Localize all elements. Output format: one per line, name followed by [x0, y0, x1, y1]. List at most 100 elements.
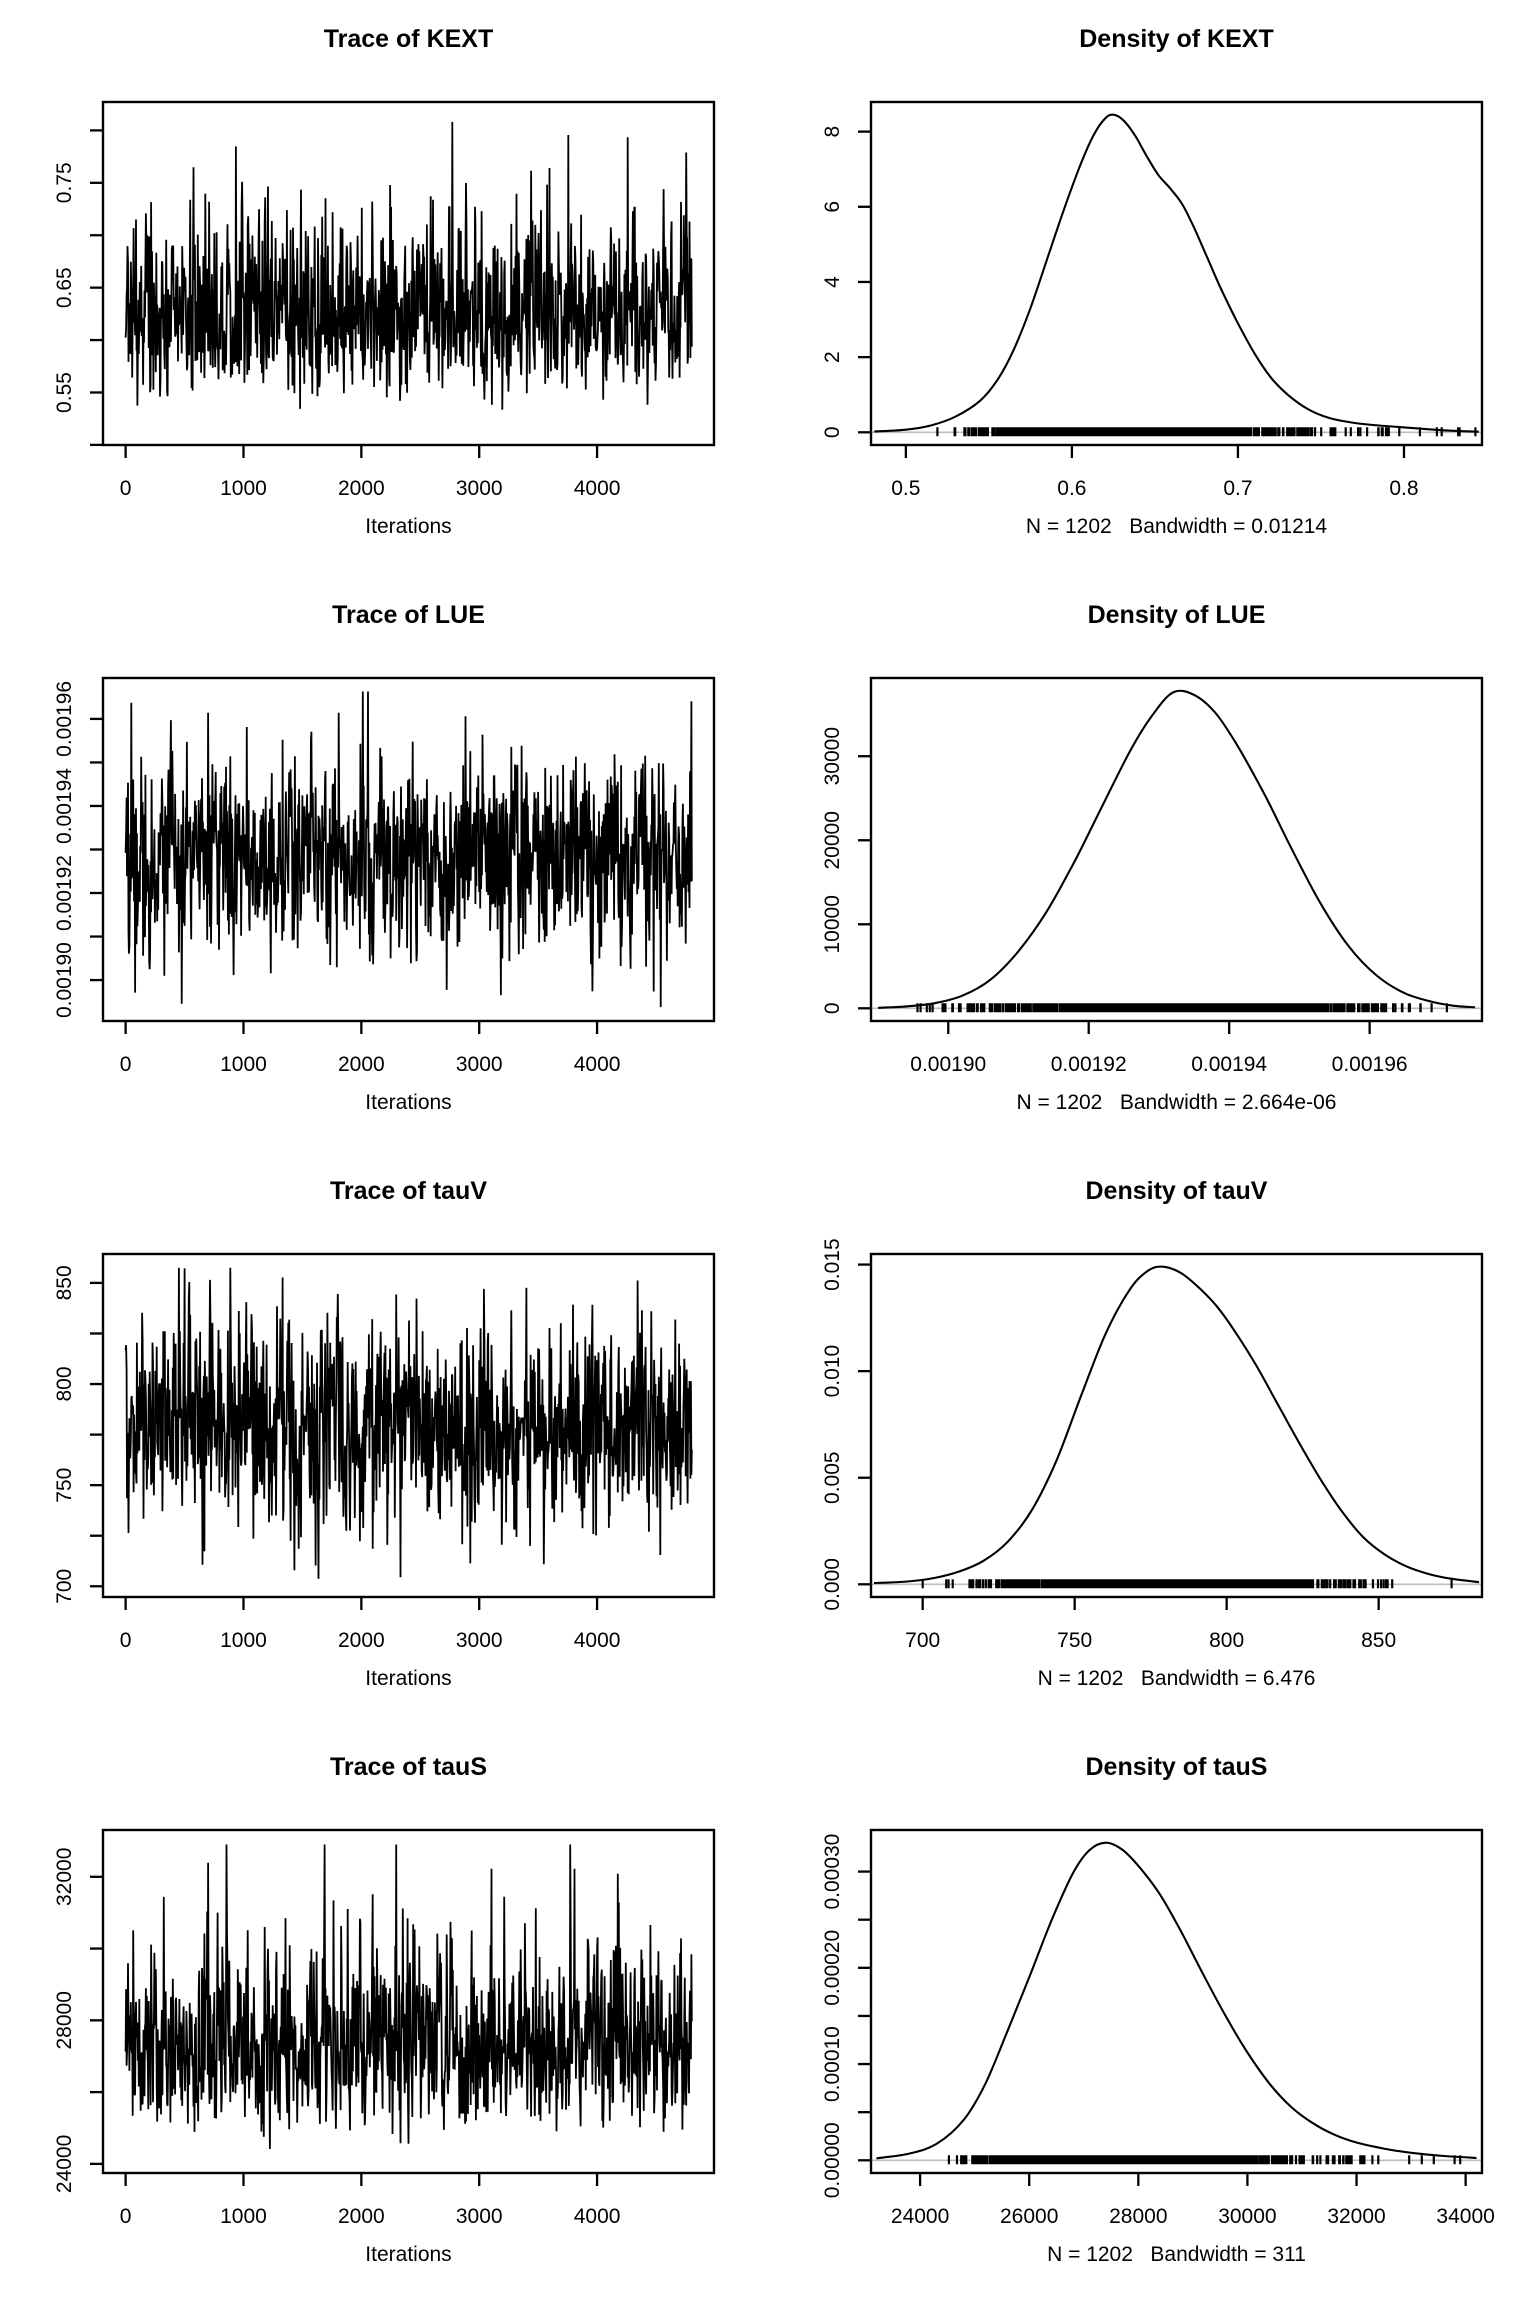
svg-text:2000: 2000 [338, 2205, 385, 2228]
chart-title: Trace of KEXT [323, 25, 494, 53]
svg-text:800: 800 [1209, 1629, 1244, 1652]
density-tauv-chart: 700 750 800 850 0.000 0.005 0.010 0.015 [821, 1238, 1484, 1652]
svg-text:0: 0 [120, 1629, 132, 1652]
svg-text:0: 0 [120, 2205, 132, 2228]
panel-trace-kext: 0 1000 2000 3000 4000 0.55 0.65 0.75 Trace of K… [0, 0, 768, 576]
svg-text:0.00190: 0.00190 [910, 1053, 986, 1076]
density-subtitle: N = 1202 Bandwidth = 6.476 [1037, 1667, 1316, 1690]
svg-text:32000: 32000 [1327, 2205, 1385, 2228]
svg-text:30000: 30000 [1218, 2205, 1276, 2228]
svg-text:0.00030: 0.00030 [821, 1834, 844, 1910]
svg-text:3000: 3000 [456, 1629, 503, 1652]
panel-density-tauv: 700 750 800 850 0.000 0.005 0.010 0.015 Density… [768, 1152, 1536, 1728]
svg-text:32000: 32000 [53, 1848, 76, 1906]
panel-trace-lue: 0 1000 2000 3000 4000 0.00190 0.00192 0.00194 0.… [0, 576, 768, 1152]
svg-text:3000: 3000 [456, 477, 503, 500]
svg-text:0.00190: 0.00190 [53, 942, 76, 1018]
svg-text:3000: 3000 [456, 1053, 503, 1076]
x-axis-label: Iterations [365, 1091, 452, 1114]
x-axis-label: Iterations [365, 2243, 452, 2266]
svg-text:4000: 4000 [574, 477, 621, 500]
svg-text:1000: 1000 [220, 1629, 267, 1652]
svg-text:0: 0 [821, 1002, 844, 1014]
density-subtitle: N = 1202 Bandwidth = 311 [1047, 2243, 1306, 2266]
svg-text:2000: 2000 [338, 477, 385, 500]
svg-text:0.5: 0.5 [891, 477, 920, 500]
chart-title: Density of tauS [1085, 1753, 1268, 1781]
svg-text:26000: 26000 [1000, 2205, 1058, 2228]
trace-kext-chart: 0 1000 2000 3000 4000 0.55 0.65 0.75 [53, 100, 716, 500]
x-axis-label: Iterations [365, 515, 452, 538]
svg-text:850: 850 [53, 1265, 76, 1300]
svg-text:0.00196: 0.00196 [1332, 1053, 1408, 1076]
svg-text:0.00194: 0.00194 [1191, 1053, 1267, 1076]
x-axis-label: Iterations [365, 1667, 452, 1690]
svg-text:24000: 24000 [891, 2205, 949, 2228]
svg-text:0.00010: 0.00010 [821, 2026, 844, 2102]
svg-text:3000: 3000 [456, 2205, 503, 2228]
svg-text:0: 0 [120, 1053, 132, 1076]
svg-text:34000: 34000 [1436, 2205, 1494, 2228]
svg-text:30000: 30000 [821, 727, 844, 785]
panel-density-lue: 0.00190 0.00192 0.00194 0.00196 0 10000 20000 3… [768, 576, 1536, 1152]
svg-text:4000: 4000 [574, 1629, 621, 1652]
chart-title: Trace of tauV [330, 1177, 487, 1205]
density-subtitle: N = 1202 Bandwidth = 0.01214 [1025, 515, 1328, 538]
svg-text:700: 700 [905, 1629, 940, 1652]
svg-text:0.55: 0.55 [53, 372, 76, 413]
svg-text:0.00192: 0.00192 [53, 855, 76, 931]
svg-text:2000: 2000 [338, 1053, 385, 1076]
svg-text:0.00020: 0.00020 [821, 1930, 844, 2006]
chart-title: Trace of tauS [330, 1753, 487, 1781]
svg-text:0.65: 0.65 [53, 267, 76, 308]
svg-text:750: 750 [53, 1468, 76, 1503]
svg-text:20000: 20000 [821, 811, 844, 869]
svg-text:4000: 4000 [574, 1053, 621, 1076]
svg-text:28000: 28000 [1109, 2205, 1167, 2228]
panel-density-kext: 0.5 0.6 0.7 0.8 0 2 4 6 8 Density of KEXT N = 12… [768, 0, 1536, 576]
svg-text:28000: 28000 [53, 1991, 76, 2049]
svg-text:1000: 1000 [220, 477, 267, 500]
svg-text:0.000: 0.000 [821, 1558, 844, 1611]
svg-text:2: 2 [821, 351, 844, 363]
svg-text:0.005: 0.005 [821, 1451, 844, 1504]
svg-text:750: 750 [1057, 1629, 1092, 1652]
chart-title: Density of tauV [1085, 1177, 1268, 1205]
svg-text:0.75: 0.75 [53, 162, 76, 203]
panel-trace-taus: 0 1000 2000 3000 4000 24000 28000 32000 Trace o… [0, 1728, 768, 2304]
svg-text:0: 0 [821, 426, 844, 438]
svg-text:0.00196: 0.00196 [53, 681, 76, 757]
chart-title: Trace of LUE [332, 601, 485, 629]
svg-text:4: 4 [821, 276, 844, 288]
svg-text:0.8: 0.8 [1389, 477, 1418, 500]
svg-text:0.7: 0.7 [1223, 477, 1252, 500]
density-lue-chart: 0.00190 0.00192 0.00194 0.00196 0 10000 20000 3… [821, 676, 1484, 1076]
density-taus-chart: 24000 26000 28000 30000 32000 34000 0.00000 0.0… [821, 1828, 1495, 2228]
svg-text:800: 800 [53, 1366, 76, 1401]
svg-text:0.00194: 0.00194 [53, 768, 76, 844]
svg-text:700: 700 [53, 1569, 76, 1604]
svg-text:0.00192: 0.00192 [1051, 1053, 1127, 1076]
panel-density-taus: 24000 26000 28000 30000 32000 34000 0.00000 0.0… [768, 1728, 1536, 2304]
svg-text:6: 6 [821, 201, 844, 213]
svg-text:10000: 10000 [821, 895, 844, 953]
density-kext-chart: 0.5 0.6 0.7 0.8 0 2 4 6 8 [821, 100, 1484, 500]
trace-tauv-chart: 0 1000 2000 3000 4000 700 750 800 850 [53, 1252, 716, 1652]
svg-text:0.010: 0.010 [821, 1345, 844, 1398]
svg-text:0.00000: 0.00000 [821, 2122, 844, 2198]
trace-taus-chart: 0 1000 2000 3000 4000 24000 28000 32000 [53, 1828, 716, 2228]
svg-text:1000: 1000 [220, 1053, 267, 1076]
chart-title: Density of KEXT [1079, 25, 1274, 53]
svg-text:0.6: 0.6 [1057, 477, 1086, 500]
chart-title: Density of LUE [1087, 601, 1266, 629]
svg-text:4000: 4000 [574, 2205, 621, 2228]
svg-text:2000: 2000 [338, 1629, 385, 1652]
density-subtitle: N = 1202 Bandwidth = 2.664e-06 [1016, 1091, 1337, 1114]
svg-text:24000: 24000 [53, 2135, 76, 2193]
svg-text:0.015: 0.015 [821, 1238, 844, 1291]
svg-text:850: 850 [1361, 1629, 1396, 1652]
svg-text:0: 0 [120, 477, 132, 500]
svg-text:1000: 1000 [220, 2205, 267, 2228]
svg-text:8: 8 [821, 126, 844, 138]
